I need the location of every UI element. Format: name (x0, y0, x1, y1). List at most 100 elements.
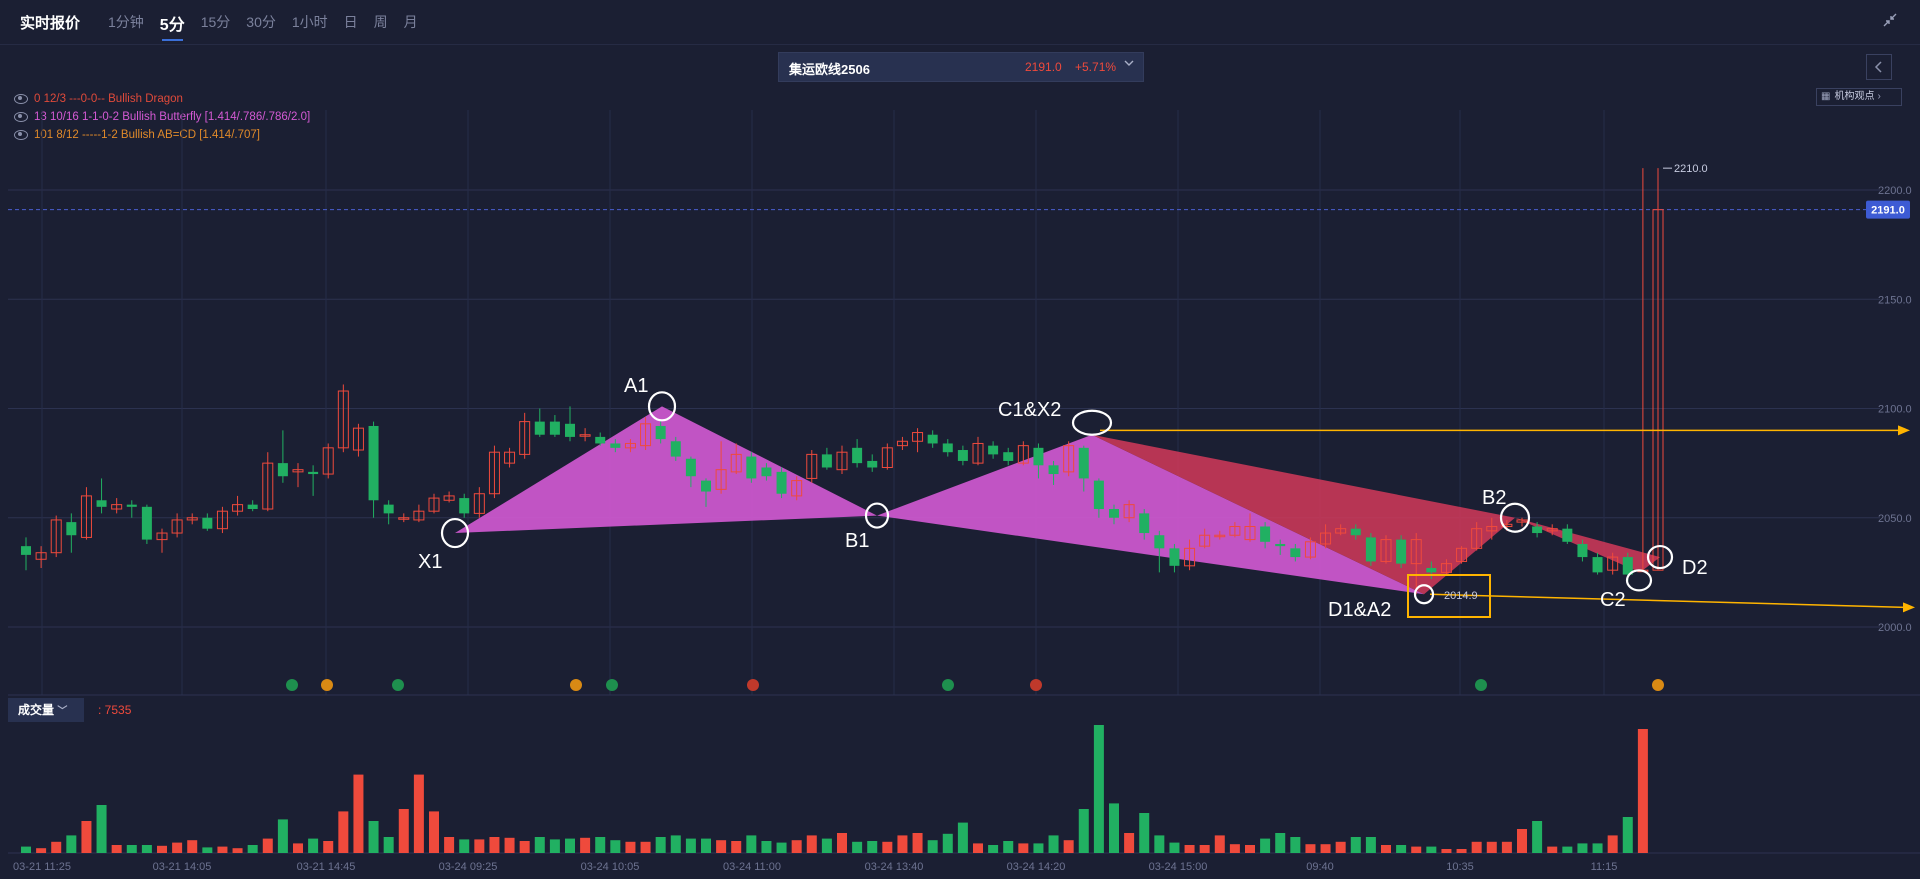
volume-bar (1139, 813, 1150, 853)
volume-bar (1441, 849, 1452, 853)
event-marker-icon (606, 679, 618, 691)
volume-bar (957, 822, 968, 853)
volume-bar (504, 837, 515, 853)
volume-bar (1003, 841, 1014, 853)
volume-bar (852, 841, 863, 853)
view-analyst-label: 机构观点 (1834, 91, 1875, 102)
candle-body (1184, 547, 1196, 567)
tab-30min[interactable]: 30分 (246, 14, 276, 30)
volume-bar (157, 845, 167, 853)
candle-body (685, 458, 696, 477)
tab-day[interactable]: 日 (343, 14, 358, 30)
candle-body (565, 423, 575, 437)
candle-body (881, 447, 893, 468)
volume-bar (1365, 837, 1376, 853)
volume-bar (837, 833, 847, 853)
candle-body (50, 519, 62, 554)
pattern-point-label: X1 (418, 551, 442, 573)
volume-bar (353, 774, 364, 853)
volume-bar (141, 845, 152, 853)
volume-bar (262, 838, 273, 853)
volume-bar (1184, 845, 1195, 853)
volume-bar (247, 845, 258, 853)
pattern-point-label: C1&X2 (998, 399, 1061, 421)
volume-bar (1305, 844, 1316, 853)
x-tick-label: 03-24 11:00 (723, 861, 781, 873)
collapse-panel-button[interactable] (1866, 54, 1892, 80)
tab-week[interactable]: 周 (373, 14, 388, 30)
volume-bar (1517, 829, 1527, 853)
candle-body (1063, 445, 1075, 473)
candle-body (1532, 526, 1543, 534)
event-marker-icon (747, 679, 759, 691)
volume-series (21, 725, 1648, 853)
volume-bar (1471, 841, 1482, 853)
view-analyst-button[interactable]: ▦ 机构观点 › (1816, 88, 1902, 106)
candle-body (1033, 447, 1044, 466)
volume-bar (81, 821, 92, 853)
volume-bar (21, 846, 31, 853)
candle-body (1426, 568, 1437, 573)
volume-bar (791, 840, 802, 853)
candle-body (957, 450, 968, 461)
candle-body (1275, 543, 1286, 547)
candle-body (1335, 528, 1347, 534)
tab-month[interactable]: 月 (403, 14, 418, 30)
candle-body (1078, 447, 1089, 479)
volume-bar (534, 837, 545, 853)
volume-bar (1607, 835, 1618, 853)
butterfly-bcd (877, 434, 1424, 595)
volume-bar (716, 840, 727, 853)
volume-bar (595, 837, 606, 853)
chevron-right-icon: › (1877, 91, 1881, 102)
instrument-selector[interactable]: 集运欧线2506 2191.0 +5.71% (778, 52, 1144, 82)
volume-bar (232, 848, 243, 853)
candle-body (1562, 528, 1573, 542)
volume-bar (1033, 843, 1044, 853)
candle-body (1017, 445, 1029, 464)
tab-1min[interactable]: 1分钟 (108, 14, 144, 30)
instrument-change: +5.71% (1075, 60, 1117, 74)
y-tick-label: 2000.0 (1878, 622, 1912, 634)
volume-bar (867, 841, 878, 853)
pattern-point-marker (647, 391, 677, 422)
volume-bar (51, 841, 62, 853)
volume-bar (126, 845, 137, 853)
legend-row-abcd: 101 8/12 -----1-2 Bullish AB=CD [1.414/.… (14, 126, 310, 144)
tab-5min[interactable]: 5分 (160, 11, 185, 41)
volume-bar (323, 841, 334, 853)
x-tick-label: 10:35 (1446, 861, 1474, 873)
candle-body (322, 447, 334, 475)
candle-body (821, 454, 832, 468)
candle-body (383, 504, 394, 514)
legend-row-butterfly: 13 10/16 1-1-0-2 Bullish Butterfly [1.41… (14, 108, 310, 126)
event-marker-icon (942, 679, 954, 691)
tab-15min[interactable]: 15分 (200, 14, 231, 30)
volume-selector[interactable]: 成交量 ﹀ (8, 698, 84, 722)
volume-bar (1229, 844, 1240, 853)
volume-bar (1018, 843, 1029, 853)
legend-abcd-text: 101 8/12 -----1-2 Bullish AB=CD [1.414/.… (34, 129, 260, 141)
tab-1hour[interactable]: 1小时 (291, 14, 328, 30)
volume-bar (1426, 846, 1437, 853)
eye-icon[interactable] (14, 112, 28, 122)
candle-body (836, 451, 848, 471)
candle-body (1229, 525, 1241, 536)
candle-body (1607, 556, 1619, 571)
candle-body (262, 462, 274, 510)
pattern-point-label: B1 (845, 530, 869, 552)
shrink-arrows-icon[interactable] (1882, 12, 1898, 28)
volume-bar (1562, 846, 1573, 853)
candlestick-series (21, 168, 1664, 595)
eye-icon[interactable] (14, 94, 28, 104)
volume-bar (640, 841, 651, 853)
harmonic-patterns (455, 406, 1660, 595)
volume-bar (172, 842, 183, 853)
volume-bar (1093, 725, 1104, 853)
eye-icon[interactable] (14, 130, 28, 140)
volume-bar (489, 837, 500, 853)
candle-body (549, 421, 560, 435)
arrow-head-icon (1898, 425, 1910, 436)
volume-bar (701, 838, 711, 853)
